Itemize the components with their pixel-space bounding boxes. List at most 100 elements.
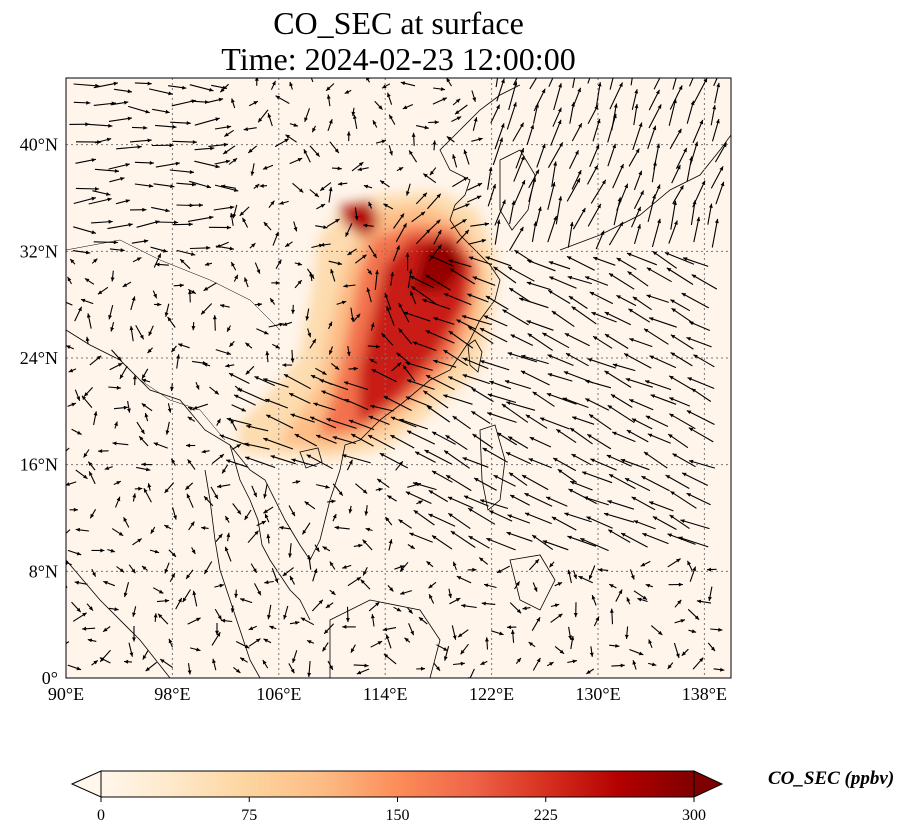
wind-arrow bbox=[508, 472, 528, 486]
coastline-malay-peninsula bbox=[204, 469, 261, 678]
wind-arrow bbox=[409, 532, 433, 543]
wind-arrow bbox=[230, 261, 237, 271]
wind-arrow bbox=[536, 143, 546, 168]
wind-arrow bbox=[93, 240, 118, 245]
latitude-tick-label: 24°N bbox=[20, 348, 58, 368]
wind-arrow bbox=[74, 306, 83, 322]
coastline-luzon bbox=[479, 424, 506, 511]
wind-arrow bbox=[584, 276, 609, 286]
wind-arrow bbox=[586, 516, 613, 529]
wind-arrow bbox=[256, 520, 267, 527]
wind-arrow bbox=[282, 567, 294, 577]
wind-arrow bbox=[235, 641, 250, 649]
wind-arrow bbox=[72, 612, 87, 622]
wind-arrow bbox=[323, 623, 335, 635]
wind-arrow bbox=[647, 194, 656, 223]
wind-arrow bbox=[535, 206, 542, 227]
colorbar-extend-min bbox=[70, 770, 102, 798]
wind-arrow bbox=[650, 394, 677, 405]
wind-arrow bbox=[259, 183, 268, 188]
wind-arrow bbox=[328, 260, 343, 266]
colorbar-tick-label: 300 bbox=[682, 807, 706, 824]
wind-arrow bbox=[452, 98, 461, 106]
wind-arrow bbox=[483, 315, 508, 327]
latitude-tick-label: 40°N bbox=[20, 135, 58, 155]
wind-arrow bbox=[325, 83, 335, 92]
wind-arrow bbox=[571, 306, 597, 325]
wind-arrow bbox=[521, 474, 549, 491]
wind-arrow bbox=[591, 311, 617, 323]
wind-arrow bbox=[506, 102, 517, 130]
map-title-line2: Time: 2024-02-23 12:00:00 bbox=[221, 41, 576, 77]
wind-arrow bbox=[509, 200, 516, 225]
wind-arrow bbox=[288, 543, 292, 558]
wind-arrow bbox=[368, 201, 373, 209]
wind-arrow bbox=[244, 509, 252, 521]
wind-arrow bbox=[307, 661, 312, 678]
wind-arrow bbox=[433, 229, 442, 245]
wind-arrow bbox=[248, 625, 258, 631]
wind-arrow bbox=[152, 587, 164, 594]
wind-arrow bbox=[138, 435, 149, 447]
wind-arrow bbox=[631, 418, 653, 430]
wind-arrow bbox=[467, 507, 496, 525]
wind-arrow bbox=[75, 527, 89, 532]
concentration-region-5 bbox=[411, 240, 465, 292]
wind-arrow bbox=[326, 94, 331, 107]
wind-arrow bbox=[648, 317, 677, 328]
wind-arrow bbox=[588, 565, 596, 580]
wind-arrow bbox=[328, 346, 334, 355]
wind-arrow bbox=[688, 629, 697, 634]
wind-arrow bbox=[326, 418, 357, 429]
wind-arrow bbox=[315, 225, 328, 229]
wind-arrow bbox=[548, 78, 554, 87]
wind-arrow bbox=[288, 663, 295, 674]
wind-arrow bbox=[382, 627, 397, 632]
wind-arrow bbox=[84, 277, 95, 285]
wind-arrow bbox=[107, 222, 133, 230]
wind-arrow bbox=[66, 481, 77, 486]
wind-arrow bbox=[553, 83, 562, 111]
wind-arrow bbox=[546, 392, 577, 405]
wind-arrow bbox=[285, 134, 297, 143]
wind-arrow bbox=[607, 113, 617, 143]
wind-arrow bbox=[66, 345, 75, 350]
wind-arrow bbox=[494, 199, 506, 226]
wind-arrow bbox=[67, 402, 77, 407]
wind-arrow bbox=[412, 341, 437, 352]
wind-arrow bbox=[593, 256, 616, 266]
wind-arrow bbox=[432, 97, 448, 105]
wind-arrow bbox=[653, 78, 661, 90]
wind-arrow bbox=[496, 78, 505, 102]
wind-arrow bbox=[571, 453, 592, 466]
wind-arrow bbox=[152, 290, 158, 299]
wind-arrow bbox=[554, 645, 565, 655]
wind-arrow bbox=[668, 582, 683, 587]
wind-arrow bbox=[550, 603, 560, 608]
wind-arrow bbox=[486, 537, 516, 551]
wind-arrow bbox=[620, 532, 648, 548]
wind-arrow bbox=[172, 140, 197, 144]
wind-arrow bbox=[629, 569, 635, 580]
wind-arrow bbox=[525, 414, 548, 429]
wind-arrow bbox=[69, 258, 76, 265]
wind-arrow bbox=[354, 254, 367, 264]
wind-arrow bbox=[188, 289, 192, 303]
wind-arrow bbox=[686, 336, 712, 348]
wind-arrow bbox=[204, 262, 213, 266]
wind-arrow bbox=[608, 473, 636, 490]
wind-arrow bbox=[91, 568, 97, 577]
wind-arrow bbox=[341, 454, 371, 464]
wind-arrow bbox=[488, 510, 513, 522]
wind-arrow bbox=[309, 145, 321, 157]
wind-arrow bbox=[390, 416, 417, 428]
wind-arrow bbox=[89, 355, 102, 366]
wind-arrow bbox=[346, 346, 351, 357]
wind-arrow bbox=[132, 257, 142, 263]
wind-arrow bbox=[578, 575, 594, 584]
longitude-tick-label: 90°E bbox=[48, 684, 84, 704]
wind-arrow bbox=[108, 116, 133, 122]
wind-arrow bbox=[185, 569, 194, 580]
wind-arrow bbox=[485, 295, 509, 310]
wind-arrow bbox=[472, 117, 478, 131]
